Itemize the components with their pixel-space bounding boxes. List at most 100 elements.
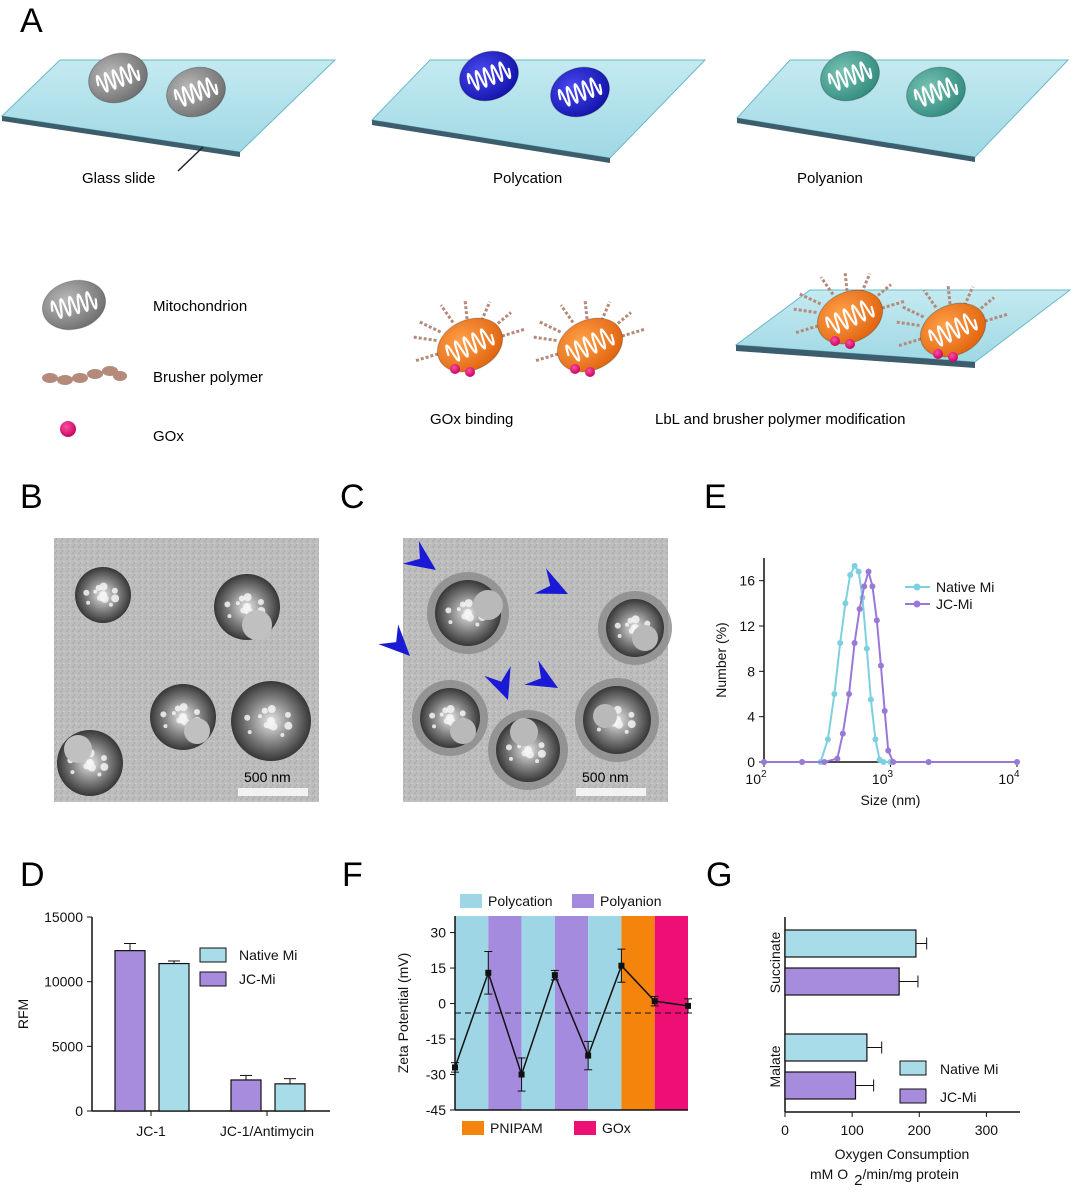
g-group-label: Malate — [767, 1045, 783, 1087]
d-y-tick-label: 5000 — [52, 1038, 83, 1054]
e-series-line — [764, 567, 1017, 763]
f-y-tick-label: -15 — [426, 1031, 446, 1047]
f-legend-label: Polycation — [488, 893, 553, 909]
e-y-tick-label: 16 — [739, 573, 755, 589]
legend-brusher-polymer: Brusher polymer — [153, 369, 263, 386]
f-data-point — [485, 969, 492, 976]
g-bar — [784, 1033, 868, 1062]
legend-gox: GOx — [153, 428, 184, 445]
panel-label-f: F — [342, 856, 363, 894]
f-series-line — [454, 964, 689, 1077]
glass-slide-3 — [736, 59, 1070, 162]
e-x-axis-label: Size (nm) — [861, 792, 921, 808]
e-data-point — [872, 736, 879, 743]
arrowhead-marker — [524, 660, 558, 688]
micrograph-mitochondrion — [150, 684, 216, 750]
e-data-point — [880, 759, 887, 765]
d-bar — [274, 1083, 306, 1112]
d-category-label: JC-1 — [136, 1123, 166, 1139]
d-legend-label: JC-Mi — [239, 971, 276, 987]
micrograph-mitochondrion — [75, 567, 131, 623]
e-data-point — [856, 606, 863, 612]
f-y-tick-label: 30 — [430, 925, 446, 941]
panel-label-b: B — [20, 478, 43, 516]
f-data-point — [618, 962, 625, 969]
e-data-point — [1014, 759, 1020, 765]
e-data-point — [877, 662, 884, 669]
g-legend-swatch — [899, 1088, 927, 1104]
d-y-tick-label: 0 — [75, 1103, 83, 1119]
d-legend-label: Native Mi — [239, 947, 297, 963]
label-gox-binding: GOx binding — [430, 411, 513, 428]
mitochondria-layer — [41, 50, 966, 331]
d-y-tick-label: 10000 — [44, 974, 83, 990]
g-x-axis-label-line1: Oxygen Consumption — [835, 1146, 970, 1162]
mitochondrion-native — [166, 66, 226, 118]
f-y-tick-label: 15 — [430, 960, 446, 976]
e-data-point — [851, 562, 858, 569]
mitochondrion-polyanion — [906, 66, 966, 118]
e-data-point — [821, 759, 828, 765]
panel-label-c: C — [340, 478, 365, 516]
g-x-tick-label: 0 — [781, 1122, 789, 1138]
f-data-point — [551, 972, 558, 979]
e-data-point — [865, 568, 872, 575]
micrograph-mitochondrion — [231, 681, 311, 761]
panel-label-a: A — [20, 2, 43, 40]
e-data-point — [839, 730, 846, 737]
glass-slide-1 — [0, 59, 337, 157]
f-y-tick-label: -45 — [426, 1102, 446, 1118]
d-legend-swatch — [199, 971, 227, 987]
e-y-tick-label: 4 — [747, 709, 755, 725]
e-y-tick-label: 0 — [747, 754, 755, 770]
f-legend-label: PNIPAM — [490, 1120, 543, 1136]
e-data-point — [890, 759, 897, 765]
e-data-point — [831, 691, 838, 697]
f-legend-swatch — [462, 1121, 484, 1135]
f-data-point — [452, 1064, 458, 1071]
arrowhead-marker — [378, 624, 410, 656]
e-y-tick-label: 12 — [739, 618, 755, 634]
e-data-point — [847, 572, 854, 578]
micrograph-coated-mitochondrion — [427, 572, 509, 654]
f-legend-label: GOx — [602, 1120, 631, 1136]
mitochondrion-polycation — [459, 50, 519, 102]
glass-slide-4 — [734, 289, 1072, 368]
scale-label-b: 500 nm — [244, 769, 291, 785]
f-data-point — [585, 1052, 592, 1059]
mitochondrion-polyanion — [820, 50, 880, 102]
f-y-axis-label: Zeta Potential (mV) — [395, 953, 411, 1074]
d-bar — [230, 1079, 262, 1112]
g-legend-label: Native Mi — [940, 1061, 998, 1077]
chart-e: 0 4 8 12 16 102 103 104 Size (nm) Number (%) Nativ… — [713, 558, 1020, 808]
g-bar — [784, 1071, 857, 1100]
arrowhead-marker — [484, 666, 511, 700]
d-category-label: JC-1/Antimycin — [220, 1123, 314, 1139]
scale-label-c: 500 nm — [582, 769, 629, 785]
micrograph-coated-mitochondrion — [488, 710, 568, 790]
chart-g: 0 100 200 300 Succinate Malate Native Mi JC-Mi O… — [767, 917, 1020, 1189]
micrograph-mitochondrion — [57, 730, 123, 796]
e-x-tick-label: 102 — [745, 769, 767, 787]
e-y-tick-label: 8 — [747, 663, 755, 679]
e-legend-label: Native Mi — [936, 579, 994, 595]
gox-bound-mitochondrion — [532, 299, 645, 377]
f-y-tick-label: -30 — [426, 1067, 446, 1083]
legend-brusher-polymer-symbol — [42, 366, 127, 385]
legend-mitochondrion: Mitochondrion — [153, 298, 247, 315]
f-legend-swatch — [572, 894, 594, 908]
micrograph-b: 500 nm — [54, 538, 319, 802]
micrograph-mitochondrion — [214, 574, 280, 640]
micrograph-c: 500 nm — [378, 538, 672, 802]
micrograph-coated-mitochondrion — [412, 680, 488, 756]
f-data-point — [685, 1002, 691, 1009]
e-data-point — [873, 617, 880, 624]
d-bar — [158, 962, 190, 1112]
scale-bar-c — [576, 788, 646, 796]
f-legend-swatch — [574, 1121, 596, 1135]
panel-label-e: E — [704, 478, 727, 516]
chart-d: 0 5000 10000 15000 RFM JC-1 JC-1/Antimycin Nati… — [15, 909, 330, 1139]
d-y-axis-label: RFM — [15, 999, 31, 1029]
label-lbl-modification: LbL and brusher polymer modification — [655, 411, 905, 428]
